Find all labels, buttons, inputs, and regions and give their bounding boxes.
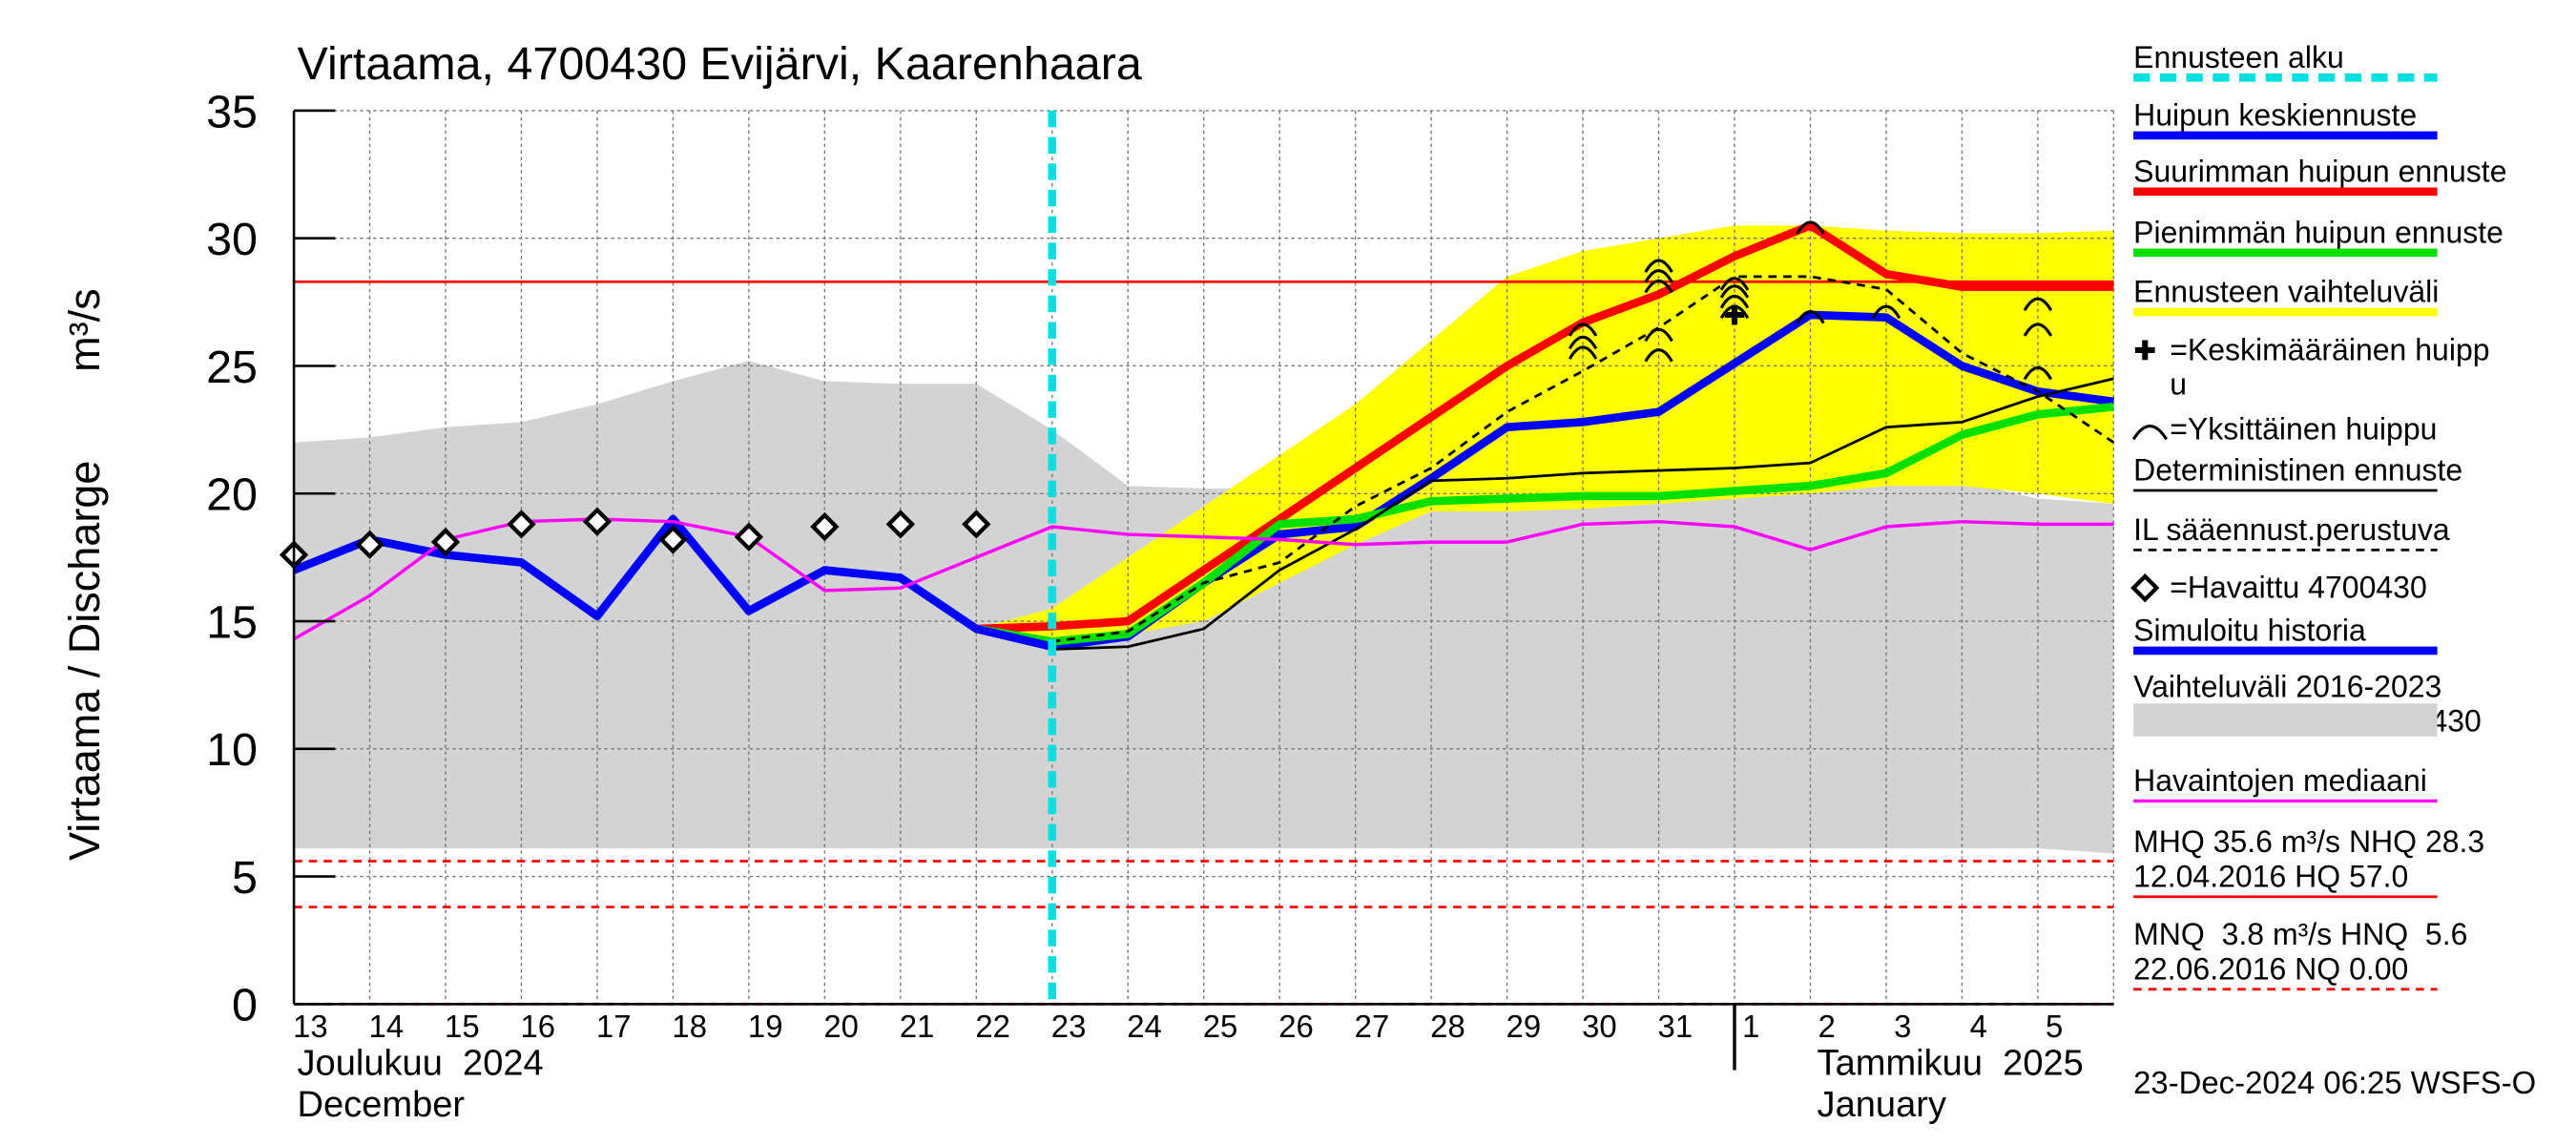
x-tick-label: 27	[1355, 1009, 1390, 1044]
x-tick-label: 16	[521, 1009, 556, 1044]
month-label: December	[298, 1085, 466, 1125]
x-tick-label: 25	[1203, 1009, 1238, 1044]
y-tick-label: 5	[232, 852, 258, 904]
mean-peak	[1724, 304, 1745, 325]
legend-icon	[2130, 572, 2160, 603]
x-tick-label: 22	[975, 1009, 1010, 1044]
x-tick-label: 17	[596, 1009, 632, 1044]
x-tick-label: 4	[1970, 1009, 1987, 1044]
series-line	[975, 377, 2114, 651]
y-axis-unit: m³/s	[60, 288, 109, 371]
observed-point	[962, 510, 991, 539]
single-peak	[1719, 284, 1750, 299]
series-line	[976, 221, 2114, 634]
single-peak	[1644, 348, 1673, 363]
chart-title: Virtaama, 4700430 Evijärvi, Kaarenhaara	[298, 38, 1142, 90]
observed-point	[430, 527, 461, 557]
legend-label: 22.06.2016 NQ 0.00	[2133, 951, 2408, 986]
legend-label: =Yksittäinen huippu	[2170, 411, 2437, 446]
x-tick-label: 3	[1894, 1009, 1911, 1044]
single-peak	[2023, 365, 2053, 381]
single-peak	[2023, 297, 2053, 312]
y-tick-label: 0	[232, 980, 258, 1031]
observed-point	[507, 510, 536, 539]
single-peak	[1871, 304, 1901, 320]
single-peak	[1796, 310, 1825, 324]
y-tick-label: 20	[206, 469, 258, 521]
x-tick-label: 1	[1742, 1009, 1759, 1044]
x-tick-label: 18	[672, 1009, 707, 1044]
legend-label: Deterministinen ennuste	[2133, 453, 2462, 488]
single-peak	[2023, 323, 2053, 337]
x-tick-label: 14	[369, 1009, 405, 1044]
y-axis-label: Virtaama / Discharge	[60, 461, 109, 861]
observed-point	[885, 510, 916, 539]
legend-label: Vaihteluväli 2016-2023	[2133, 669, 2441, 703]
x-tick-label: 29	[1506, 1009, 1542, 1044]
legend-label: =Keskimääräinen huipp	[2170, 332, 2489, 366]
single-peak	[1644, 279, 1673, 294]
x-tick-label: 13	[293, 1009, 328, 1044]
observed-point	[810, 511, 840, 542]
x-tick-label: 5	[2046, 1009, 2063, 1044]
x-tick-label: 31	[1658, 1009, 1693, 1044]
observed-point	[734, 522, 764, 552]
single-peak	[1644, 269, 1673, 283]
legend-label: 12.04.2016 HQ 57.0	[2133, 859, 2408, 893]
x-tick-label: 20	[823, 1009, 859, 1044]
month-label: January	[1818, 1085, 1946, 1125]
legend-label: =Havaittu 4700430	[2170, 571, 2427, 605]
x-tick-label: 2	[1818, 1009, 1836, 1044]
legend-icon	[2131, 425, 2169, 441]
series-line	[1051, 275, 2115, 643]
single-peak	[1568, 335, 1598, 350]
observed-point	[355, 530, 384, 559]
single-peak	[1644, 259, 1673, 273]
y-tick-label: 15	[206, 596, 258, 648]
observed-point	[582, 507, 613, 536]
legend-icon	[2134, 340, 2155, 361]
legend-label: u	[2170, 367, 2187, 402]
legend-label: Huipun keskiennuste	[2133, 98, 2417, 133]
legend-label: MHQ 35.6 m³/s NHQ 28.3	[2133, 824, 2484, 859]
legend-label: Pienimmän huipun ennuste	[2133, 215, 2503, 249]
x-tick-label: 28	[1430, 1009, 1465, 1044]
x-tick-label: 26	[1278, 1009, 1314, 1044]
x-tick-label: 30	[1582, 1009, 1617, 1044]
legend-label: Suurimman huipun ennuste	[2133, 154, 2506, 188]
series-line	[292, 514, 1053, 651]
single-peak	[1568, 345, 1598, 360]
legend-label: IL sääennust.perustuva	[2133, 512, 2450, 547]
legend-label: Ennusteen vaihteluväli	[2133, 275, 2439, 309]
observed-point	[658, 525, 688, 554]
legend-label: MNQ 3.8 m³/s HNQ 5.6	[2133, 917, 2467, 951]
single-peak	[1644, 327, 1673, 343]
single-peak	[1719, 294, 1750, 309]
x-tick-label: 21	[900, 1009, 935, 1044]
single-peak	[1719, 277, 1750, 291]
x-tick-label: 15	[445, 1009, 480, 1044]
legend-label: Simuloitu historia	[2133, 614, 2366, 648]
month-label: Joulukuu 2024	[298, 1044, 544, 1084]
y-tick-label: 30	[206, 214, 258, 265]
x-tick-label: 24	[1127, 1009, 1162, 1044]
y-tick-label: 10	[206, 724, 258, 776]
y-tick-label: 25	[206, 342, 258, 393]
single-peak	[1568, 323, 1598, 337]
legend-label: Havaintojen mediaani	[2133, 763, 2427, 798]
x-tick-label: 19	[748, 1009, 783, 1044]
x-tick-label: 23	[1051, 1009, 1087, 1044]
legend-label: Ennusteen alku	[2133, 40, 2344, 74]
month-label: Tammikuu 2025	[1818, 1044, 2084, 1084]
single-peak	[1796, 220, 1825, 235]
timestamp: 23-Dec-2024 06:25 WSFS-O	[2133, 1065, 2536, 1100]
y-tick-label: 35	[206, 86, 258, 137]
